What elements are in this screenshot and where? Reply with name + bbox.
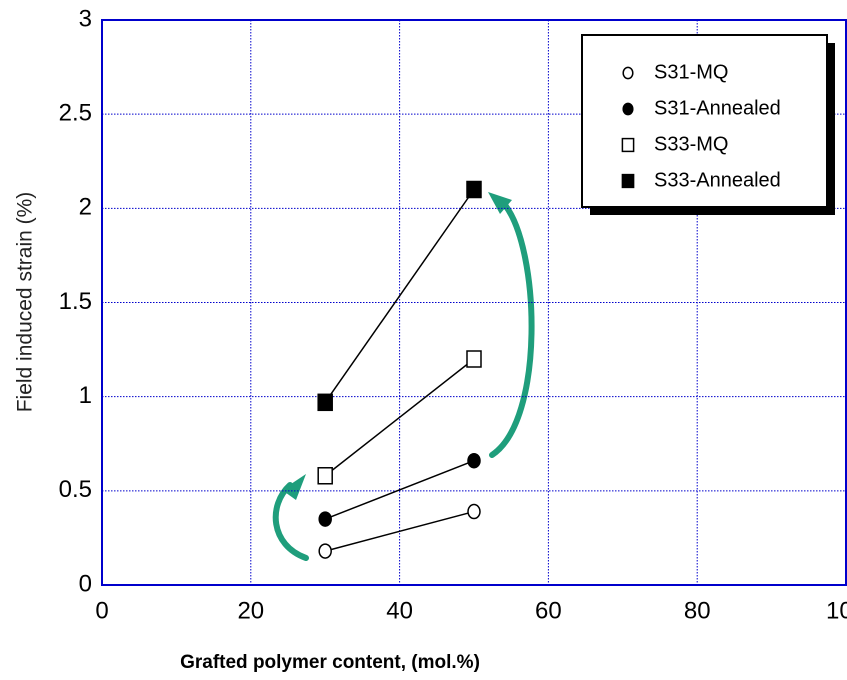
series-line bbox=[325, 510, 475, 552]
plot-frame bbox=[101, 19, 847, 586]
data-point bbox=[467, 452, 481, 469]
y-tick-label: 1.5 bbox=[59, 288, 92, 315]
y-tick-label: 0 bbox=[79, 570, 92, 597]
x-tick-label: 0 bbox=[95, 597, 108, 624]
y-tick-label: 3 bbox=[79, 5, 92, 32]
x-tick-label: 20 bbox=[237, 597, 264, 624]
series-line bbox=[324, 189, 475, 403]
legend-label: S31-Annealed bbox=[654, 97, 781, 119]
data-point bbox=[318, 543, 332, 559]
legend-label: S31-MQ bbox=[654, 61, 728, 83]
data-point bbox=[317, 467, 333, 485]
y-axis-label: Field induced strain (%) bbox=[14, 192, 37, 413]
data-point bbox=[466, 350, 482, 368]
data-point bbox=[466, 180, 482, 199]
arrow bbox=[489, 202, 535, 458]
legend-label: S33-MQ bbox=[654, 133, 728, 155]
x-tick-label: 60 bbox=[535, 597, 562, 624]
x-tick-label: 100 bbox=[826, 597, 847, 624]
y-tick-label: 0.5 bbox=[59, 476, 92, 503]
legend-marker bbox=[621, 137, 635, 153]
data-point bbox=[467, 503, 481, 520]
y-tick-label: 2.5 bbox=[59, 100, 92, 127]
data-point bbox=[318, 511, 332, 527]
series-line bbox=[324, 358, 475, 477]
y-tick-label: 2 bbox=[79, 194, 92, 221]
legend-label: S33-Annealed bbox=[654, 169, 781, 191]
arrow-head bbox=[282, 474, 306, 500]
x-tick-label: 40 bbox=[386, 597, 413, 624]
y-tick-label: 1 bbox=[79, 382, 92, 409]
x-tick-label: 80 bbox=[684, 597, 711, 624]
annotation-arrows bbox=[272, 202, 535, 561]
legend-marker bbox=[622, 66, 634, 80]
data-point bbox=[317, 393, 333, 412]
series-line bbox=[324, 460, 475, 520]
arrow-head bbox=[488, 192, 512, 214]
x-axis-label: Grafted polymer content, (mol.%) bbox=[180, 652, 480, 673]
legend-marker bbox=[622, 102, 634, 116]
legend-marker bbox=[621, 173, 635, 189]
arrow bbox=[272, 482, 309, 561]
